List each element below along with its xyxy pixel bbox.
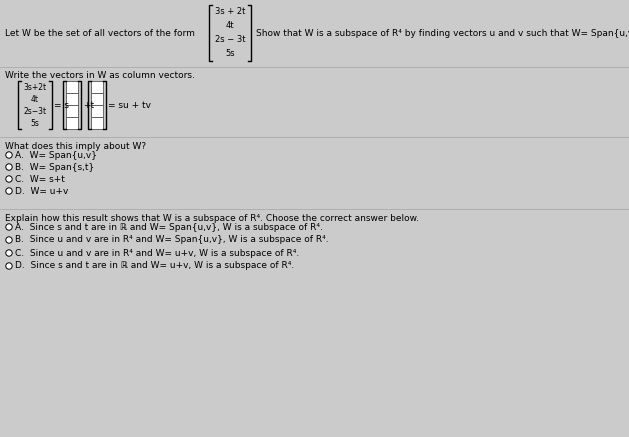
Text: = su + tv: = su + tv [108, 101, 151, 110]
Text: 2s − 3t: 2s − 3t [214, 35, 245, 45]
Bar [66, 117, 78, 129]
Bar [91, 105, 103, 117]
Bar [91, 117, 103, 129]
Text: D.  Since s and t are in ℝ and W= u+v, W is a subspace of R⁴.: D. Since s and t are in ℝ and W= u+v, W … [15, 261, 294, 271]
Text: C.  Since u and v are in R⁴ and W= u+v, W is a subspace of R⁴.: C. Since u and v are in R⁴ and W= u+v, W… [15, 249, 299, 257]
Bar [91, 93, 103, 105]
Circle shape [6, 176, 12, 182]
Text: D.  W= u+v: D. W= u+v [15, 187, 69, 195]
Bar [91, 81, 103, 93]
Circle shape [6, 224, 12, 230]
Text: C.  W= s+t: C. W= s+t [15, 174, 65, 184]
Text: B.  Since u and v are in R⁴ and W= Span{u,v}, W is a subspace of R⁴.: B. Since u and v are in R⁴ and W= Span{u… [15, 236, 328, 244]
Bar [66, 105, 78, 117]
Text: Show that W is a subspace of R⁴ by finding vectors u and v such that W= Span{u,v: Show that W is a subspace of R⁴ by findi… [256, 28, 629, 38]
Circle shape [6, 164, 12, 170]
Text: B.  W= Span{s,t}: B. W= Span{s,t} [15, 163, 94, 171]
Text: 3s+2t: 3s+2t [23, 83, 47, 91]
Text: 5s: 5s [225, 49, 235, 59]
Bar [66, 93, 78, 105]
Text: 4t: 4t [226, 21, 234, 31]
Text: Explain how this result shows that W is a subspace of R⁴. Choose the correct ans: Explain how this result shows that W is … [5, 214, 419, 223]
Circle shape [6, 152, 12, 158]
Text: +t: +t [83, 101, 94, 110]
Text: 4t: 4t [31, 94, 39, 104]
Text: 3s + 2t: 3s + 2t [215, 7, 245, 17]
Circle shape [6, 188, 12, 194]
Circle shape [6, 250, 12, 256]
Text: 5s: 5s [31, 118, 40, 128]
Text: What does this imply about W?: What does this imply about W? [5, 142, 146, 151]
Text: Write the vectors in W as column vectors.: Write the vectors in W as column vectors… [5, 71, 195, 80]
Circle shape [6, 263, 12, 269]
Text: = s: = s [54, 101, 69, 110]
Text: Let W be the set of all vectors of the form: Let W be the set of all vectors of the f… [5, 28, 195, 38]
Text: A.  W= Span{u,v}: A. W= Span{u,v} [15, 150, 97, 160]
Circle shape [6, 237, 12, 243]
Bar [66, 81, 78, 93]
Text: A.  Since s and t are in ℝ and W= Span{u,v}, W is a subspace of R⁴.: A. Since s and t are in ℝ and W= Span{u,… [15, 222, 323, 232]
Text: 2s−3t: 2s−3t [23, 107, 47, 115]
